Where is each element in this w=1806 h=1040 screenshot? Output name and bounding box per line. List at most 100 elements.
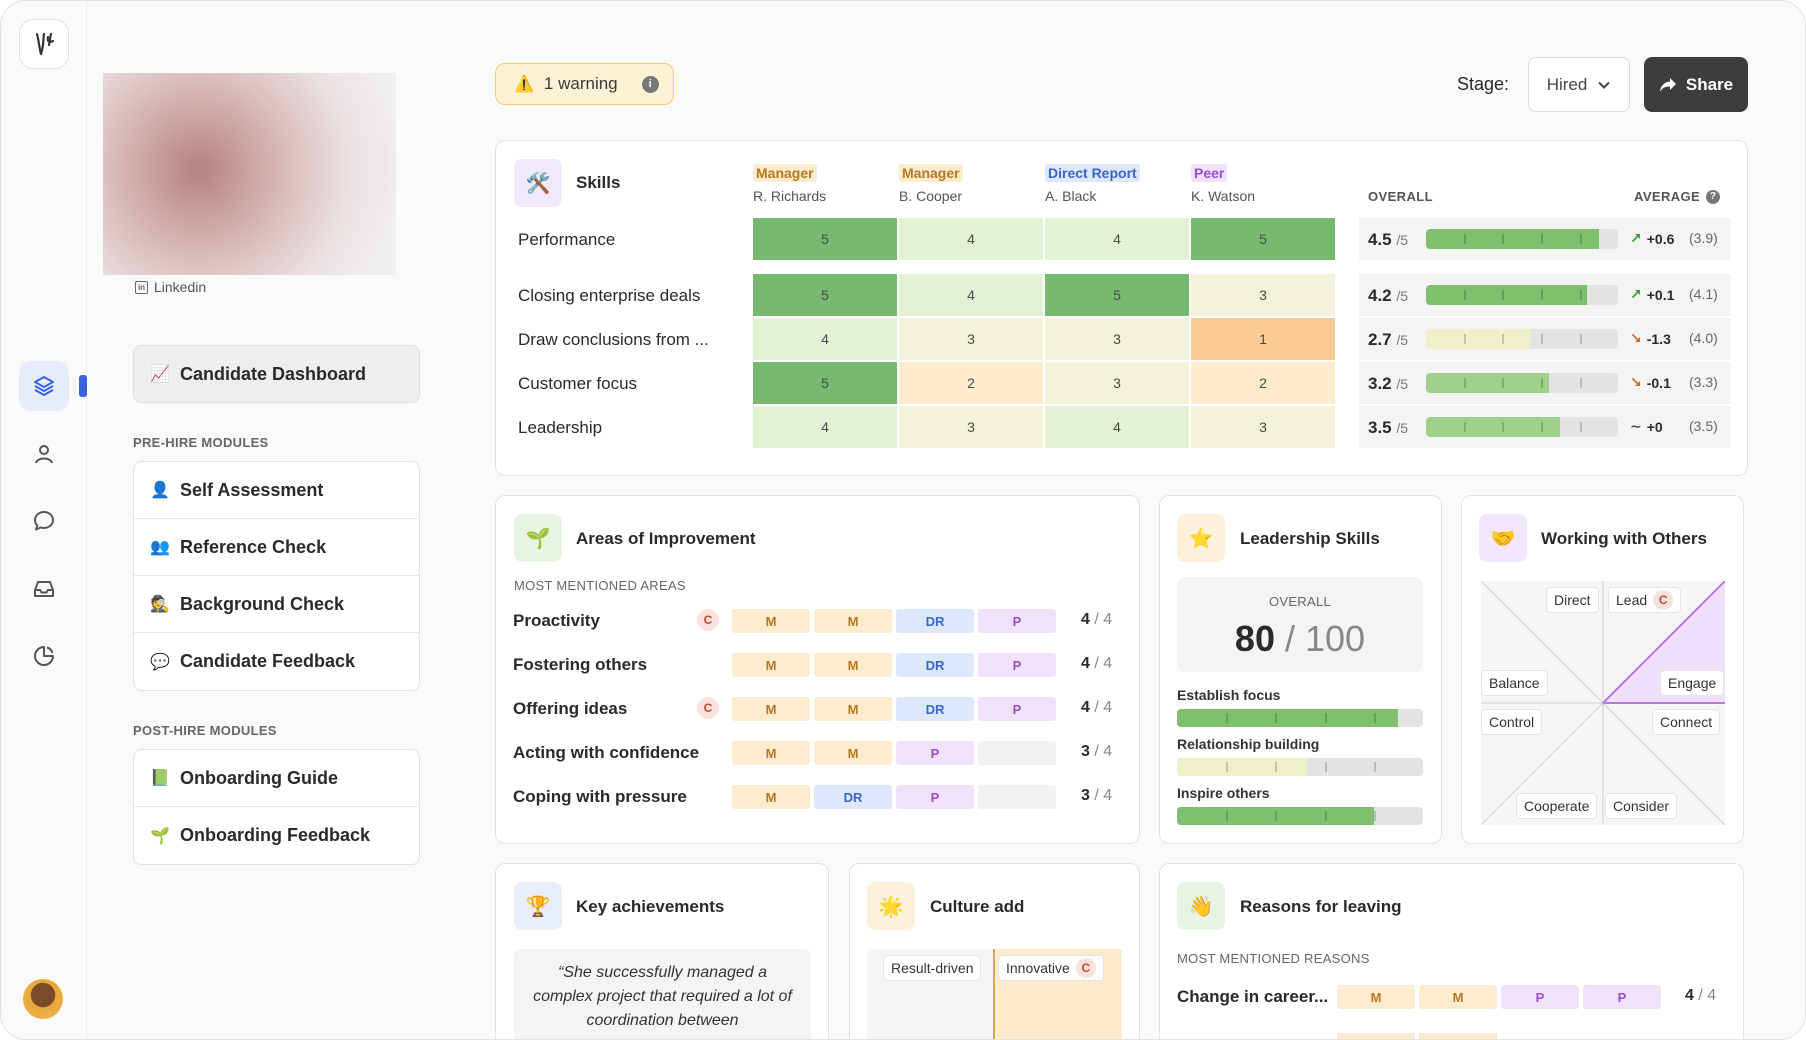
info-icon[interactable]: i xyxy=(641,75,659,93)
score-cell[interactable]: 4 xyxy=(753,406,897,448)
bar-tick xyxy=(1502,290,1504,300)
overall-bar xyxy=(1426,373,1618,393)
icon-rail xyxy=(1,1,87,1039)
candidate-dashboard-button[interactable]: 📈 Candidate Dashboard xyxy=(133,345,420,403)
overall-bar xyxy=(1426,285,1618,305)
warning-badge[interactable]: ⚠️ 1 warning i xyxy=(495,63,674,105)
reviewer-role: Peer xyxy=(1191,164,1228,182)
module-onboarding-guide[interactable]: 📗 Onboarding Guide xyxy=(134,750,419,807)
score-cell[interactable]: 5 xyxy=(753,362,897,404)
score-cell[interactable]: 4 xyxy=(899,274,1043,316)
tag-label: Balance xyxy=(1489,675,1540,691)
score-cell[interactable]: 4 xyxy=(753,318,897,360)
reviewer-chip xyxy=(978,785,1056,809)
module-onboarding-feedback[interactable]: 🌱 Onboarding Feedback xyxy=(134,807,419,864)
score-cell[interactable]: 5 xyxy=(753,274,897,316)
score-cell[interactable]: 5 xyxy=(1191,218,1335,260)
stage-select[interactable]: Hired xyxy=(1528,57,1630,112)
module-self-assessment[interactable]: 👤 Self Assessment xyxy=(134,462,419,519)
module-label: Onboarding Feedback xyxy=(180,825,371,845)
leadership-bar-label: Inspire others xyxy=(1177,785,1270,801)
warning-icon: ⚠️ xyxy=(514,76,534,93)
leadership-bar-fill xyxy=(1177,807,1374,825)
reviewer-chip: M xyxy=(732,609,810,633)
tag-lead: Lead C xyxy=(1608,587,1682,613)
area-label: Coping with pressure xyxy=(513,787,687,806)
score-cell[interactable]: 3 xyxy=(1045,362,1189,404)
module-label: Onboarding Guide xyxy=(180,767,338,788)
book-icon: 📗 xyxy=(150,770,170,787)
user-avatar[interactable] xyxy=(23,979,63,1019)
share-button[interactable]: Share xyxy=(1644,57,1748,112)
score-cell[interactable]: 2 xyxy=(1191,362,1335,404)
score-cell[interactable]: 3 xyxy=(899,406,1043,448)
score-cell[interactable]: 3 xyxy=(899,318,1043,360)
linkedin-link[interactable]: in Linkedin xyxy=(135,279,206,295)
score-cell[interactable]: 4 xyxy=(1045,406,1189,448)
quote-box xyxy=(514,949,811,1039)
module-label: Candidate Feedback xyxy=(180,651,356,671)
score-cell[interactable]: 5 xyxy=(753,218,897,260)
leadership-bar-fill xyxy=(1177,758,1307,776)
sprout-icon: 🌱 xyxy=(514,514,562,562)
area-score-total: / 4 xyxy=(1094,699,1113,716)
average-label: AVERAGE xyxy=(1634,189,1701,204)
tag-connect: Connect xyxy=(1652,709,1721,735)
improvement-subtitle: MOST MENTIONED AREAS xyxy=(514,578,686,593)
leaving-row-partial xyxy=(1177,1029,1737,1039)
average-value: (3.5) xyxy=(1689,418,1718,434)
score-cell[interactable]: 3 xyxy=(1191,406,1335,448)
user-icon[interactable] xyxy=(19,429,69,479)
area-score-total: / 4 xyxy=(1094,655,1113,672)
pie-chart-icon[interactable] xyxy=(19,631,69,681)
help-icon[interactable]: ? xyxy=(1706,189,1721,204)
handshake-icon: 🤝 xyxy=(1479,514,1527,562)
leadership-bar-fill xyxy=(1177,709,1398,727)
delta: ↘ -1.3 xyxy=(1630,330,1671,347)
bar-tick xyxy=(1325,811,1327,821)
dashboard-label: Candidate Dashboard xyxy=(180,363,367,384)
score-cell[interactable]: 3 xyxy=(1191,274,1335,316)
delta: ↘ -0.1 xyxy=(1630,374,1671,391)
reviewer-name: A. Black xyxy=(1045,188,1097,204)
reviewer-chip: M xyxy=(732,741,810,765)
chat-icon[interactable] xyxy=(19,496,69,546)
tag-cooperate: Cooperate xyxy=(1516,793,1598,819)
score-cell[interactable]: 3 xyxy=(1045,318,1189,360)
layers-icon[interactable] xyxy=(19,361,69,411)
module-background-check[interactable]: 🕵️ Background Check xyxy=(134,576,419,633)
bar-tick xyxy=(1580,234,1582,244)
area-label: Proactivity xyxy=(513,611,600,630)
star-icon: ⭐ xyxy=(1177,514,1225,562)
bar-tick xyxy=(1464,378,1466,388)
skill-label: Performance xyxy=(518,230,616,249)
area-score-value: 4 xyxy=(1081,611,1090,628)
overall-out-of: /5 xyxy=(1396,232,1409,248)
leaving-subtitle: MOST MENTIONED REASONS xyxy=(1177,951,1370,966)
trend-down-icon: ↘ xyxy=(1630,374,1642,390)
area-score: 4 / 4 xyxy=(1081,699,1112,717)
stage-value: Hired xyxy=(1546,74,1588,94)
score-cell[interactable]: 1 xyxy=(1191,318,1335,360)
logo-icon[interactable] xyxy=(19,19,69,69)
module-candidate-feedback[interactable]: 💬 Candidate Feedback xyxy=(134,633,419,690)
score-cell[interactable]: 4 xyxy=(1045,218,1189,260)
reviewer-role: Manager xyxy=(753,164,817,182)
leaving-card xyxy=(1159,863,1744,1039)
bar-tick xyxy=(1374,713,1376,723)
score-cell[interactable]: 5 xyxy=(1045,274,1189,316)
delta: ∼ +0 xyxy=(1630,418,1663,435)
reviewer-chip: P xyxy=(978,653,1056,677)
inbox-icon[interactable] xyxy=(19,564,69,614)
working-title: Working with Others xyxy=(1541,529,1707,548)
bar-tick xyxy=(1226,762,1228,772)
score-cell[interactable]: 4 xyxy=(899,218,1043,260)
average-value: (3.3) xyxy=(1689,374,1718,390)
people-icon: 👥 xyxy=(150,539,170,556)
overall-bar-fill xyxy=(1426,417,1560,437)
trend-up-icon: ↗ xyxy=(1630,230,1642,246)
overall-value: 4.2 xyxy=(1368,286,1392,305)
score-cell[interactable]: 2 xyxy=(899,362,1043,404)
module-reference-check[interactable]: 👥 Reference Check xyxy=(134,519,419,576)
skill-label: Customer focus xyxy=(518,374,638,393)
